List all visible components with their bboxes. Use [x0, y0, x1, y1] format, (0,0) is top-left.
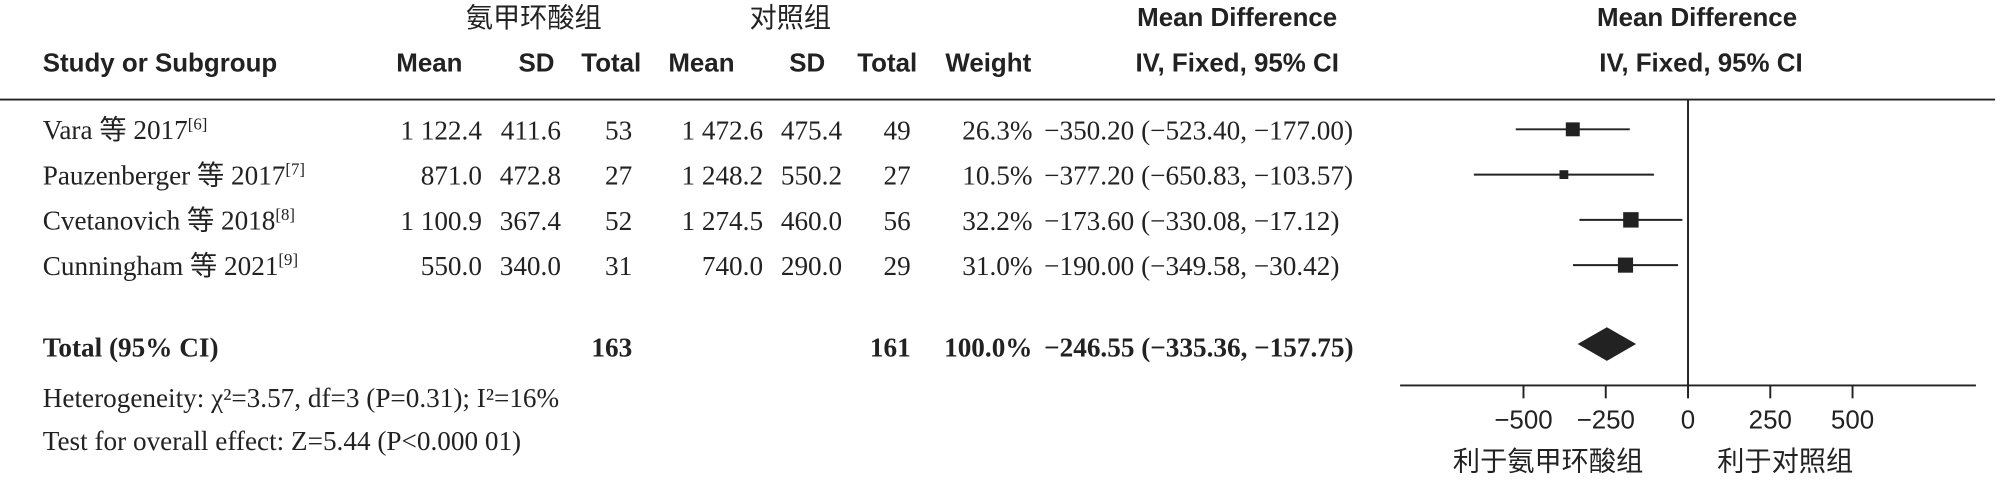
table-cell: 871.0 — [421, 161, 482, 191]
table-cell: −377.20 (−650.83, −103.57) — [1044, 161, 1353, 191]
table-cell: 52 — [605, 206, 632, 236]
column-header: SD — [518, 50, 554, 78]
overall-effect: Test for overall effect: Z=5.44 (P<0.000… — [43, 426, 521, 456]
table-cell: 472.8 — [500, 161, 561, 191]
column-header: SD — [789, 50, 825, 78]
table-cell: 290.0 — [781, 251, 842, 281]
total-cell: 161 — [870, 333, 911, 363]
favours-right: 利于对照组 — [1717, 447, 1853, 478]
summary-diamond — [1577, 327, 1637, 361]
favours-left: 利于氨甲环酸组 — [1453, 447, 1643, 478]
study-name: Vara 等 2017[6] — [43, 114, 208, 145]
reference: [7] — [285, 160, 305, 179]
table-cell: 29 — [884, 251, 911, 281]
effect-square — [1565, 122, 1580, 137]
table-cell: 1 248.2 — [681, 161, 763, 191]
study-label: Vara 等 2017 — [43, 115, 188, 145]
table-cell: 27 — [884, 161, 911, 191]
x-tick-label: 0 — [1681, 406, 1695, 434]
table-cell: 367.4 — [500, 206, 562, 236]
study-name: Pauzenberger 等 2017[7] — [43, 160, 305, 191]
table-cell: 411.6 — [501, 115, 561, 145]
reference: [6] — [188, 114, 208, 133]
table-cell: 1 122.4 — [400, 115, 482, 145]
study-name: Cunningham 等 2021[9] — [43, 250, 298, 281]
reference: [8] — [275, 205, 295, 224]
x-tick-label: −500 — [1494, 406, 1552, 434]
study-name: Cvetanovich 等 2018[8] — [43, 205, 295, 236]
x-tick-label: 250 — [1749, 406, 1792, 434]
column-header: Total — [857, 50, 917, 78]
table-cell: 10.5% — [962, 161, 1032, 191]
table-cell: 31 — [605, 251, 632, 281]
table-cell: 32.2% — [962, 206, 1032, 236]
column-header: Study or Subgroup — [43, 50, 277, 78]
table-cell: 550.0 — [421, 251, 482, 281]
table-cell: −190.00 (−349.58, −30.42) — [1044, 251, 1339, 281]
table-cell: 460.0 — [781, 206, 842, 236]
table-cell: 49 — [884, 115, 911, 145]
table-cell: 53 — [605, 115, 632, 145]
table-cell: 1 274.5 — [681, 206, 763, 236]
total-label: Total (95% CI) — [43, 333, 219, 363]
table-cell: 31.0% — [962, 251, 1032, 281]
table-cell: 26.3% — [962, 115, 1032, 145]
group-header: Mean Difference — [1137, 4, 1337, 32]
column-header: Total — [581, 50, 641, 78]
heterogeneity: Heterogeneity: χ²=3.57, df=3 (P=0.31); I… — [43, 383, 559, 413]
table-cell: 740.0 — [702, 251, 763, 281]
plot-header: Mean Difference — [1597, 4, 1797, 32]
total-cell: 163 — [591, 333, 632, 363]
study-label: Pauzenberger 等 2017 — [43, 161, 286, 191]
group-header: 氨甲环酸组 — [466, 3, 602, 34]
total-cell: −246.55 (−335.36, −157.75) — [1044, 333, 1353, 363]
column-header: Mean — [668, 50, 734, 78]
reference: [9] — [278, 250, 298, 269]
x-tick-label: −250 — [1577, 406, 1635, 434]
table-cell: 27 — [605, 161, 632, 191]
table-cell: 1 472.6 — [681, 115, 763, 145]
total-cell: 100.0% — [944, 333, 1032, 363]
table-cell: 56 — [884, 206, 911, 236]
table-cell: 340.0 — [500, 251, 561, 281]
study-label: Cvetanovich 等 2018 — [43, 206, 276, 236]
study-label: Cunningham 等 2021 — [43, 251, 279, 281]
effect-square — [1617, 257, 1634, 273]
table-cell: −173.60 (−330.08, −17.12) — [1044, 206, 1339, 236]
x-tick-label: 500 — [1831, 406, 1874, 434]
column-header: Mean — [396, 50, 462, 78]
table-cell: 475.4 — [781, 115, 843, 145]
table-cell: 1 100.9 — [400, 206, 482, 236]
plot-header: IV, Fixed, 95% CI — [1599, 50, 1802, 78]
table-cell: −350.20 (−523.40, −177.00) — [1044, 115, 1353, 145]
column-header: Weight — [945, 50, 1031, 78]
effect-square — [1559, 170, 1569, 180]
column-header: IV, Fixed, 95% CI — [1135, 50, 1338, 78]
effect-square — [1623, 212, 1639, 228]
group-header: 对照组 — [749, 3, 831, 34]
table-cell: 550.2 — [781, 161, 842, 191]
